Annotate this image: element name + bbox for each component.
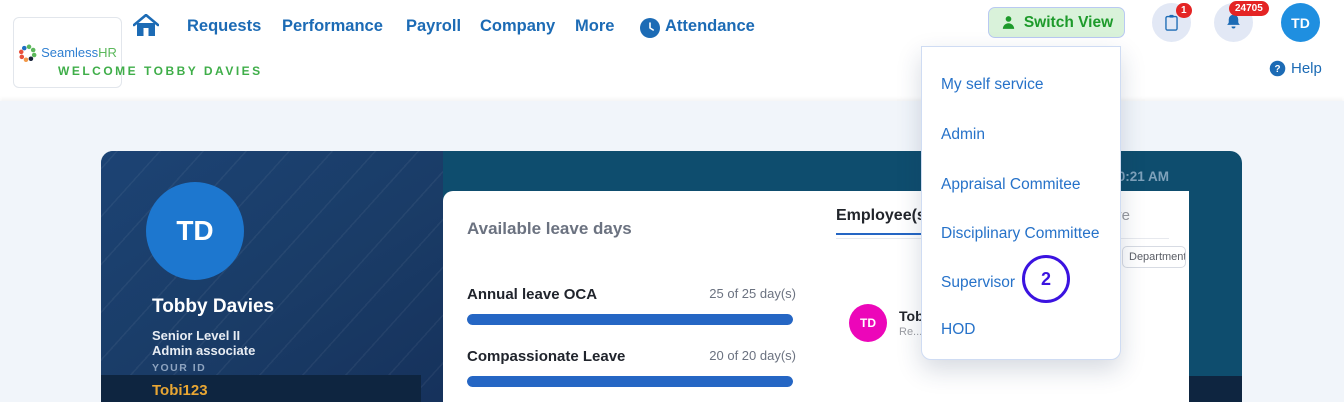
svg-text:?: ? [1274,64,1280,75]
